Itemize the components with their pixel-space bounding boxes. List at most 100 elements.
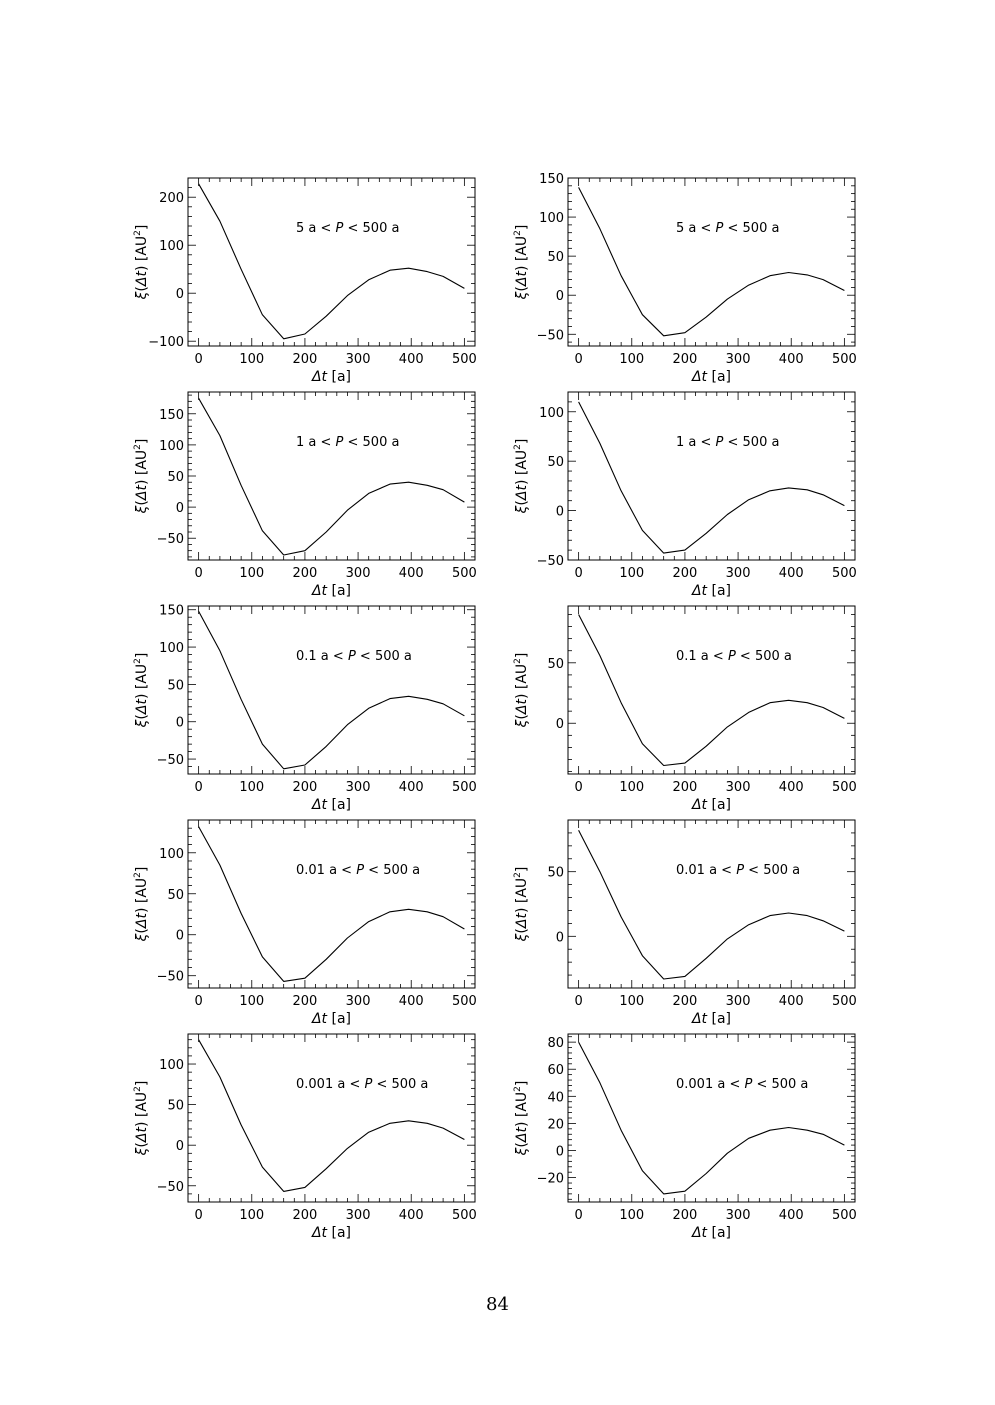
x-axis-label: Δt [a] [311,583,351,599]
y-tick-label: 50 [547,250,564,265]
x-tick-label: 100 [619,352,644,367]
y-axis-unit: ) [AU [134,878,150,913]
annotation-lower: 0.01 a < [296,863,356,878]
annotation-variable: P [336,221,344,236]
y-tick-label: 50 [167,888,184,903]
series-line [578,187,845,337]
x-tick-label: 400 [779,780,804,795]
annotation-upper: < 500 a [736,649,792,664]
y-axis-label: ξ(Δt) [AU2] [513,653,530,729]
y-axis-paren: ( [134,286,150,291]
y-axis-exponent: 2 [133,230,143,236]
x-tick-label: 300 [726,566,751,581]
y-axis-exponent: 2 [133,872,143,878]
annotation-upper: < 500 a [343,435,399,450]
x-tick-label: 200 [293,780,318,795]
series-line [198,183,465,340]
annotation-lower: 5 a < [676,221,716,236]
x-tick-label: 300 [346,566,371,581]
x-tick-label: 300 [726,1208,751,1223]
y-tick-label: 100 [159,1058,184,1073]
y-axis-bracket: ] [134,225,150,230]
annotation-variable: P [744,1077,752,1092]
x-axis-variable: Δt [691,1225,708,1241]
y-tick-label: 0 [556,505,564,520]
y-tick-label: 50 [167,1099,184,1114]
y-tick-label: 200 [159,191,184,206]
x-tick-label: 100 [239,994,264,1009]
x-axis-variable: Δt [311,797,328,813]
plot-frame [187,1033,476,1203]
annotation-variable: P [348,649,356,664]
x-axis-label: Δt [a] [691,369,731,385]
y-tick-label: 0 [176,287,184,302]
annotation-variable: P [716,221,724,236]
annotation-lower: 0.1 a < [676,649,728,664]
annotation-upper: < 500 a [372,1077,428,1092]
y-tick-label: −50 [537,554,564,569]
y-axis-exponent: 2 [513,444,523,450]
x-axis-unit: [a] [327,797,351,813]
y-tick-label: 0 [176,1139,184,1154]
x-tick-label: 500 [452,1208,477,1223]
panel-row2-left: 0 100 200 300 400 500 −50 0 50 100 150 1 a < P < 50… [133,391,477,599]
annotation-lower: 0.001 a < [296,1077,364,1092]
annotation-variable: P [364,1077,372,1092]
panel-row1-right: 0 100 200 300 400 500 −50 0 50 100 150 5 a < P < 50… [513,172,857,385]
x-tick-label: 0 [194,352,202,367]
x-axis-label: Δt [a] [691,797,731,813]
y-axis-paren: ( [514,286,530,291]
y-axis-function: ξ [134,291,150,300]
y-axis-bracket: ] [134,653,150,658]
x-tick-label: 400 [399,994,424,1009]
y-tick-label: 50 [547,866,564,881]
x-tick-label: 500 [832,352,857,367]
panel-row4-right: 0 100 200 300 400 500 0 50 0.01 a < P < 500 a Δt … [513,819,857,1027]
y-axis-function: ξ [514,719,530,728]
y-axis-paren: ( [134,928,150,933]
y-axis-unit: ) [AU [514,1092,530,1127]
series-line [578,401,845,554]
y-axis-bracket: ] [514,225,530,230]
y-axis-exponent: 2 [513,230,523,236]
y-axis-label: ξ(Δt) [AU2] [513,867,530,943]
x-axis-variable: Δt [691,1011,708,1027]
y-axis-label: ξ(Δt) [AU2] [133,439,150,515]
y-axis-function: ξ [514,1147,530,1156]
y-tick-label: 0 [556,289,564,304]
x-tick-label: 100 [619,566,644,581]
y-axis-function: ξ [514,933,530,942]
y-axis-argument: Δt [514,1127,530,1144]
x-tick-label: 0 [574,566,582,581]
y-tick-label: 150 [159,408,184,423]
y-axis-exponent: 2 [133,444,143,450]
y-axis-paren: ( [134,500,150,505]
y-axis-argument: Δt [514,913,530,930]
annotation-lower: 0.001 a < [676,1077,744,1092]
plot-frame [187,177,476,347]
panel-row5-left: 0 100 200 300 400 500 −50 0 50 100 0.001 a < P < 5… [133,1033,477,1241]
y-tick-label: −50 [157,970,184,985]
y-tick-label: 50 [547,657,564,672]
y-tick-label: −50 [157,532,184,547]
panel-row4-left: 0 100 200 300 400 500 −50 0 50 100 0.01 a < P < 50… [133,819,477,1027]
annotation-lower: 0.01 a < [676,863,736,878]
x-axis-variable: Δt [691,797,708,813]
x-tick-label: 300 [346,352,371,367]
y-axis-argument: Δt [514,271,530,288]
y-axis-unit: ) [AU [134,1092,150,1127]
plot-frame [567,391,856,561]
x-axis-label: Δt [a] [311,1225,351,1241]
x-tick-label: 0 [574,780,582,795]
y-axis-label: ξ(Δt) [AU2] [133,1081,150,1157]
x-tick-label: 200 [673,994,698,1009]
x-axis-label: Δt [a] [691,583,731,599]
annotation-upper: < 500 a [356,649,412,664]
x-tick-label: 100 [619,994,644,1009]
x-tick-label: 500 [832,780,857,795]
y-axis-paren: ( [514,500,530,505]
y-axis-paren: ( [514,1142,530,1147]
x-tick-label: 0 [194,994,202,1009]
annotation-variable: P [736,863,744,878]
y-tick-label: −20 [537,1172,564,1187]
